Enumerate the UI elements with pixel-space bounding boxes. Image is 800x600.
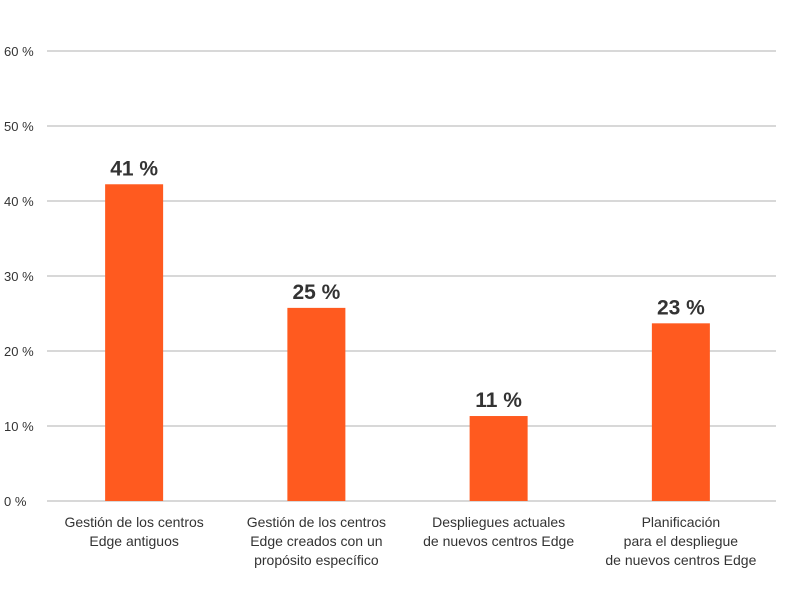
data-label: 23 % xyxy=(657,296,705,319)
gridlines xyxy=(47,50,776,502)
data-label: 41 % xyxy=(110,157,158,180)
bar xyxy=(469,416,528,501)
y-tick-label: 30 % xyxy=(4,269,34,284)
y-tick-label: 50 % xyxy=(4,119,34,134)
x-tick-label: propósito específico xyxy=(254,552,379,568)
y-tick-label: 60 % xyxy=(4,44,34,59)
x-tick-label: Planificación xyxy=(642,514,721,530)
x-tick-label: Edge creados con un xyxy=(250,533,382,549)
y-tick-label: 10 % xyxy=(4,419,34,434)
bar xyxy=(105,184,164,501)
x-tick-label: Edge antiguos xyxy=(89,533,179,549)
bars xyxy=(105,184,710,501)
data-label: 25 % xyxy=(292,281,340,304)
bar xyxy=(287,307,346,501)
x-tick-label: de nuevos centros Edge xyxy=(423,533,574,549)
x-axis-labels: Gestión de los centros Edge antiguos Gesti… xyxy=(64,514,756,568)
bar xyxy=(651,323,710,501)
x-tick-label: para el despliegue xyxy=(624,533,739,549)
y-tick-label: 0 % xyxy=(4,494,27,509)
y-axis-ticks: 0 % 10 % 20 % 30 % 40 % 50 % 60 % xyxy=(4,44,34,509)
x-tick-label: Gestión de los centros xyxy=(64,514,203,530)
y-tick-label: 40 % xyxy=(4,194,34,209)
data-labels: 41 % 25 % 11 % 23 % xyxy=(110,157,705,412)
x-tick-label: de nuevos centros Edge xyxy=(605,552,756,568)
x-tick-label: Despliegues actuales xyxy=(432,514,565,530)
x-tick-label: Gestión de los centros xyxy=(247,514,386,530)
y-tick-label: 20 % xyxy=(4,344,34,359)
data-label: 11 % xyxy=(475,389,522,412)
